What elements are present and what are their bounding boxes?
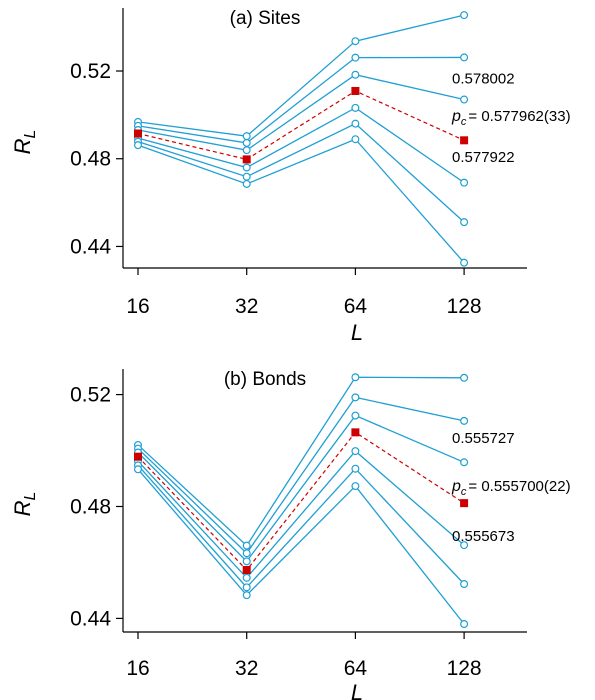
series-point [242,573,251,582]
series-point [351,447,360,456]
annotation-label: 0.578002 [452,70,515,87]
critical-point [351,428,360,437]
critical-point [134,129,142,138]
series-point [460,541,469,550]
series-point [242,138,251,147]
y-tick-label: 0.44 [70,607,111,630]
x-tick-label: 128 [447,295,482,318]
series-line [137,14,465,137]
y-tick-label: 0.52 [70,384,111,407]
x-tick-label: 32 [235,295,258,318]
critical-point [242,566,251,575]
x-axis-label: L [351,680,363,700]
series-point [460,11,469,20]
series-line [137,468,465,625]
x-tick-label: 64 [344,657,368,680]
series-point [351,482,360,491]
y-tick-label: 0.48 [70,495,111,518]
series-line [137,74,465,151]
critical-line [137,90,465,161]
series-line [137,414,465,563]
series-point [242,172,251,181]
series-point [351,373,360,382]
y-axis-label: RL [10,492,39,517]
critical-point [460,136,469,145]
series-point [460,178,469,187]
critical-point [242,155,251,164]
series-point [351,103,360,112]
y-tick-label: 0.48 [70,148,111,171]
x-tick-label: 16 [126,657,149,680]
series-line [137,376,465,547]
y-tick-label: 0.52 [70,60,111,83]
series-point [351,70,360,79]
panel-title: (a) Sites [230,8,301,29]
series-point [460,53,469,62]
series-point [242,541,251,550]
series-point [460,416,469,425]
panel-title: (b) Bonds [224,369,306,390]
critical-point [351,86,360,95]
series-line [137,56,465,144]
panel-bonds: 0.44 0.48 0.52 16 32 64 128 L RL (b) Bonds 0.55572… [10,369,571,700]
y-axis-label: RL [10,130,39,155]
series-line [137,450,465,579]
critical-point [460,499,469,508]
series-point [242,583,251,592]
series-line [137,464,465,589]
critical-line [137,431,465,571]
series-point [242,179,251,188]
series-point [134,141,143,150]
series-point [242,146,251,155]
series-point [460,619,469,628]
series-point [242,557,251,566]
annotation-label: pc = 0.555700(22) [451,478,571,498]
series-point [134,465,143,474]
series-line [137,396,465,555]
annotation-label: 0.555673 [452,528,515,545]
series-point [351,37,360,46]
series-point [351,393,360,402]
series-point [351,411,360,420]
series-line [137,122,465,223]
critical-point [134,452,142,461]
panel-sites: 0.44 0.48 0.52 16 32 64 128 L RL (a) Sites 0.57800… [10,8,571,345]
annotation-label: 0.555727 [452,430,515,447]
x-tick-label: 16 [126,295,149,318]
series-point [242,591,251,600]
x-tick-label: 32 [235,657,258,680]
annotation-label: pc = 0.577962(33) [451,108,571,128]
series-point [351,119,360,128]
series-point [460,95,469,104]
series-point [351,464,360,473]
series-point [460,373,469,382]
series-point [460,458,469,467]
series-line [137,107,465,184]
series-point [460,579,469,588]
x-tick-label: 64 [344,295,368,318]
series-point [242,549,251,558]
x-tick-label: 128 [447,657,482,680]
series-point [351,53,360,62]
series-point [460,258,469,267]
series-point [242,132,251,141]
x-axis-label: L [351,320,363,345]
annotation-label: 0.577922 [452,149,515,166]
series-point [351,135,360,144]
series-point [460,218,469,227]
series-point [242,163,251,172]
series-line [137,138,465,264]
y-tick-label: 0.44 [70,235,111,258]
